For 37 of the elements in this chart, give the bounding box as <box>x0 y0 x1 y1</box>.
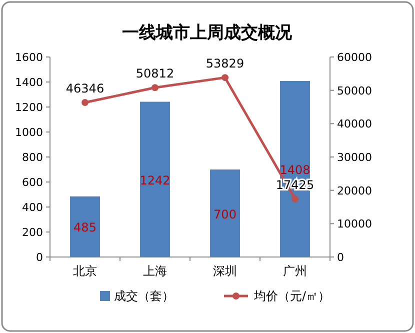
y-tick-label: 1400 <box>15 76 43 89</box>
data-label: 50812 <box>136 66 174 81</box>
y2-tick-label: 40000 <box>337 118 372 131</box>
point <box>152 84 158 92</box>
y-tick-label: 400 <box>22 201 43 214</box>
chart-title: 一线城市上周成交概况 <box>122 23 293 43</box>
y2-tick-label: 30000 <box>337 151 372 164</box>
y2-tick-label: 0 <box>337 251 344 264</box>
data-label: 46346 <box>66 82 104 96</box>
x-tick-label: 广州 <box>283 264 307 278</box>
data-label: 1408 <box>280 163 310 177</box>
point <box>292 195 298 202</box>
y-tick-label: 1600 <box>15 51 43 64</box>
bar <box>210 170 240 257</box>
x-tick-label: 北京 <box>73 264 97 278</box>
legend-label: 均价（元/㎡） <box>253 289 330 303</box>
y-tick-label: 800 <box>22 151 43 164</box>
y-tick-label: 600 <box>22 176 43 189</box>
legend-label: 成交（套） <box>114 289 174 303</box>
data-label: 700 <box>214 207 236 222</box>
bar <box>70 196 100 257</box>
y2-tick-label: 60000 <box>337 51 372 64</box>
y-tick-label: 1000 <box>15 126 43 139</box>
y-tick-label: 0 <box>36 251 43 264</box>
bar <box>140 102 170 257</box>
y-tick-label: 200 <box>22 226 43 239</box>
x-tick-label: 上海 <box>143 264 167 278</box>
x-tick-label: 深圳 <box>213 264 237 278</box>
data-label: 1242 <box>140 173 170 188</box>
y2-tick-label: 20000 <box>337 184 372 198</box>
point <box>82 99 88 106</box>
y2-tick-label: 50000 <box>337 84 372 98</box>
data-label: 485 <box>74 220 96 235</box>
y-tick-label: 1200 <box>15 101 43 114</box>
data-label: 53829 <box>206 56 244 71</box>
y2-tick-label: 10000 <box>337 218 372 231</box>
point <box>222 74 228 82</box>
